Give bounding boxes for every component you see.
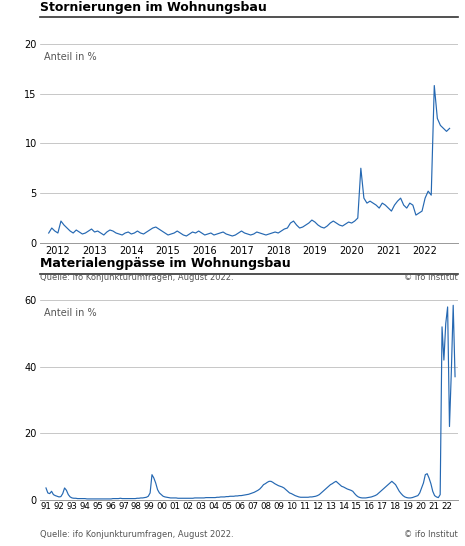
Text: Anteil in %: Anteil in % (44, 52, 96, 62)
Text: © ifo Institut: © ifo Institut (404, 530, 458, 538)
Text: Anteil in %: Anteil in % (44, 308, 96, 318)
Text: Quelle: ifo Konjunkturumfragen, August 2022.: Quelle: ifo Konjunkturumfragen, August 2… (40, 273, 233, 282)
Text: Materialengpässe im Wohnungsbau: Materialengpässe im Wohnungsbau (40, 257, 290, 270)
Text: Stornierungen im Wohnungsbau: Stornierungen im Wohnungsbau (40, 1, 266, 14)
Text: © ifo Institut: © ifo Institut (404, 273, 458, 282)
Text: Quelle: ifo Konjunkturumfragen, August 2022.: Quelle: ifo Konjunkturumfragen, August 2… (40, 530, 233, 538)
